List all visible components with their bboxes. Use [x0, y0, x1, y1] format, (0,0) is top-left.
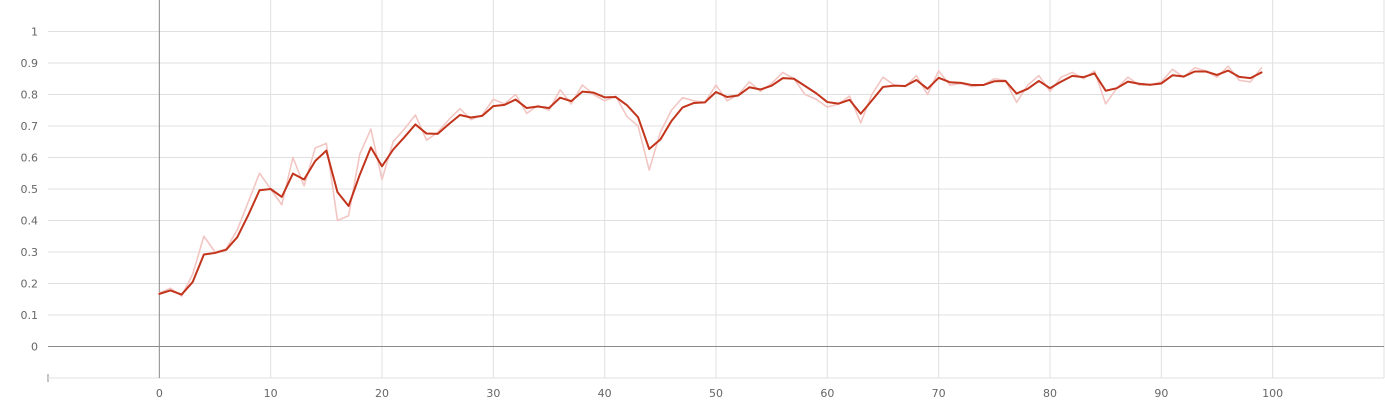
y-tick-labels: 0 0.1 0.2 0.3 0.4 0.5 0.6 0.7 0.8 0.9 1 — [21, 26, 39, 354]
series-layer — [158, 65, 1263, 297]
vertical-gridlines — [47, 0, 1385, 382]
x-tick-label: 80 — [1043, 387, 1057, 400]
y-tick-label: 0.3 — [21, 246, 39, 259]
x-tick-label: 60 — [820, 387, 834, 400]
y-tick-label: 0.1 — [21, 309, 39, 322]
y-tick-label: 0.2 — [21, 278, 39, 291]
y-tick-label: 1 — [31, 26, 38, 39]
x-tick-label: 40 — [598, 387, 612, 400]
x-tick-label: 20 — [375, 387, 389, 400]
horizontal-gridlines — [48, 31, 1384, 379]
x-tick-labels: 0 10 20 30 40 50 60 70 80 90 100 — [156, 387, 1283, 400]
raw-series-line — [158, 65, 1263, 297]
y-tick-label: 0.4 — [21, 215, 39, 228]
y-tick-label: 0.6 — [21, 152, 39, 165]
x-tick-label: 10 — [264, 387, 278, 400]
x-tick-label: 90 — [1154, 387, 1168, 400]
smoothed-series-line — [158, 69, 1263, 296]
x-tick-label: 50 — [709, 387, 723, 400]
y-tick-label: 0.5 — [21, 183, 39, 196]
x-tick-label: 0 — [156, 387, 163, 400]
y-tick-label: 0 — [31, 341, 38, 354]
y-tick-label: 0.8 — [21, 89, 39, 102]
axes — [48, 0, 1384, 378]
x-tick-label: 100 — [1262, 387, 1283, 400]
x-tick-label: 70 — [932, 387, 946, 400]
y-tick-label: 0.7 — [21, 120, 39, 133]
y-tick-label: 0.9 — [21, 57, 39, 70]
x-tick-label: 30 — [486, 387, 500, 400]
